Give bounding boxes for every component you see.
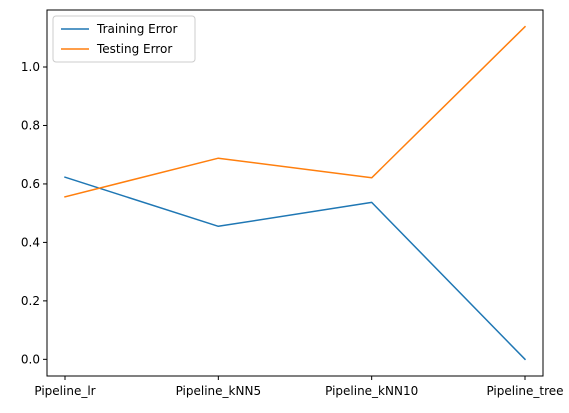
legend-label: Testing Error — [96, 42, 172, 56]
y-tick-label: 1.0 — [21, 60, 40, 74]
x-tick-label: Pipeline_kNN5 — [176, 384, 262, 398]
legend: Training Error Testing Error — [52, 15, 196, 63]
series-layer — [64, 25, 527, 361]
legend-box — [52, 15, 196, 63]
y-tick-label: 0.0 — [21, 352, 40, 366]
x-tick-label: Pipeline_tree — [486, 384, 563, 398]
plot-area — [47, 10, 543, 376]
legend-label: Training Error — [96, 22, 177, 36]
x-tick-label: Pipeline_kNN10 — [325, 384, 418, 398]
x-tick-label: Pipeline_lr — [34, 384, 95, 398]
axes-layer: 0.0 0.2 0.4 0.6 0.8 1.0 Pipeline_lr Pipeline_kN… — [21, 60, 564, 398]
series-line-testing-error — [64, 25, 527, 198]
y-tick-label: 0.4 — [21, 235, 40, 249]
series-line-training-error — [64, 176, 527, 361]
y-tick-label: 0.2 — [21, 294, 40, 308]
y-tick-label: 0.6 — [21, 177, 40, 191]
y-tick-label: 0.8 — [21, 118, 40, 132]
plot-frame — [46, 9, 544, 377]
